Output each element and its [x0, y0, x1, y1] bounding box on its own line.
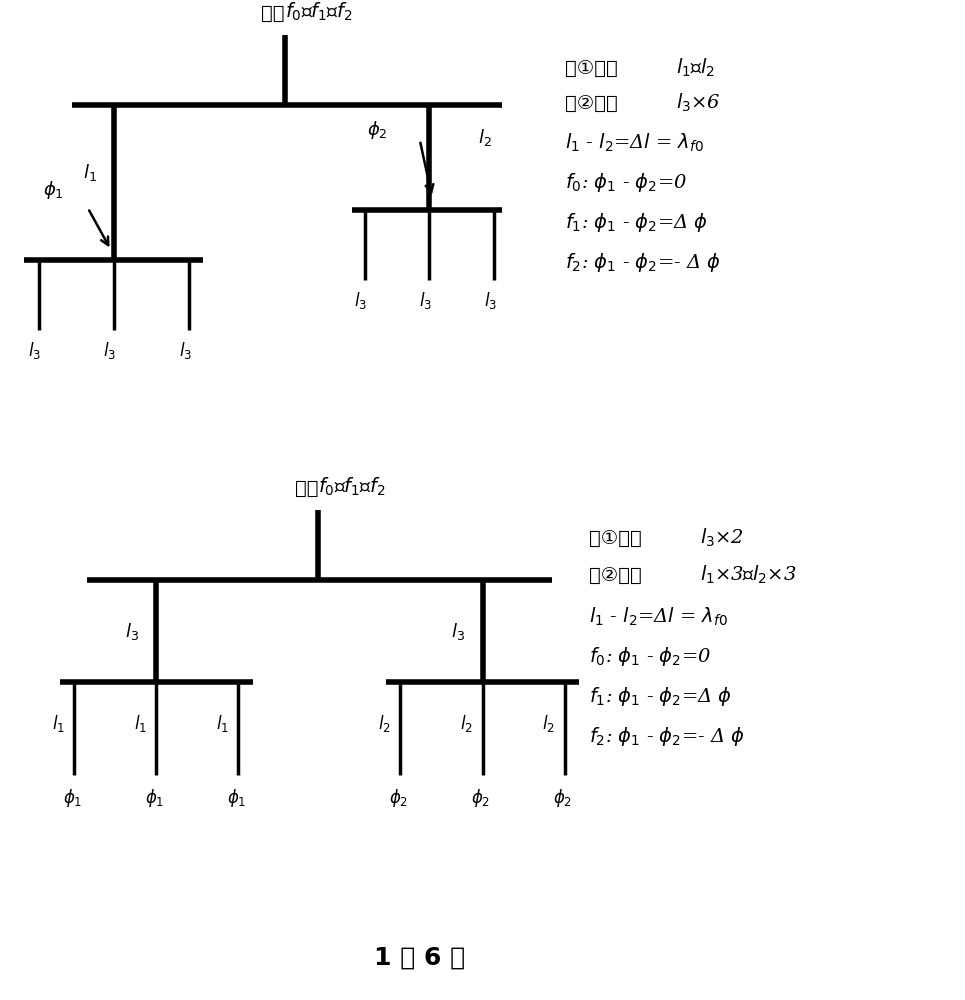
Text: $l_1$: $l_1$ [216, 713, 229, 734]
Text: $\phi_1$: $\phi_1$ [42, 179, 64, 201]
Text: $f_0$: $\phi_1$ - $\phi_2$=0: $f_0$: $\phi_1$ - $\phi_2$=0 [589, 646, 711, 668]
Text: $l_3$×6: $l_3$×6 [676, 92, 720, 114]
Text: 第②级：: 第②级： [565, 94, 618, 112]
Text: $f_1$: $\phi_1$ - $\phi_2$=Δ $\phi$: $f_1$: $\phi_1$ - $\phi_2$=Δ $\phi$ [589, 686, 731, 708]
Text: 输入: 输入 [295, 479, 318, 498]
Text: $l_1$ - $l_2$=Δ$l$ = $\lambda_{f0}$: $l_1$ - $l_2$=Δ$l$ = $\lambda_{f0}$ [589, 606, 728, 628]
Text: $l_3$: $l_3$ [452, 620, 465, 642]
Text: $l_3$: $l_3$ [125, 620, 139, 642]
Text: 第②级：: 第②级： [589, 566, 642, 584]
Text: $l_1$，$l_2$: $l_1$，$l_2$ [676, 57, 714, 79]
Text: $f_1$: $\phi_1$ - $\phi_2$=Δ $\phi$: $f_1$: $\phi_1$ - $\phi_2$=Δ $\phi$ [565, 212, 707, 234]
Text: $l_3$: $l_3$ [483, 290, 497, 311]
Text: $\phi_1$: $\phi_1$ [145, 787, 164, 809]
Text: $l_2$: $l_2$ [542, 713, 555, 734]
Text: $l_3$: $l_3$ [103, 340, 117, 361]
Text: $\phi_1$: $\phi_1$ [63, 787, 82, 809]
Text: $f_0$: $\phi_1$ - $\phi_2$=0: $f_0$: $\phi_1$ - $\phi_2$=0 [565, 172, 687, 194]
Text: 第①级：: 第①级： [589, 528, 642, 548]
Text: $f_2$: $\phi_1$ - $\phi_2$=- Δ $\phi$: $f_2$: $\phi_1$ - $\phi_2$=- Δ $\phi$ [565, 251, 720, 274]
Text: $l_1$: $l_1$ [52, 713, 65, 734]
Text: $\phi_2$: $\phi_2$ [553, 787, 572, 809]
Text: $l_2$: $l_2$ [460, 713, 473, 734]
Text: $f_2$: $\phi_1$ - $\phi_2$=- Δ $\phi$: $f_2$: $\phi_1$ - $\phi_2$=- Δ $\phi$ [589, 726, 744, 748]
Text: $l_2$: $l_2$ [478, 127, 491, 148]
Text: $l_3$×2: $l_3$×2 [700, 527, 744, 549]
Text: 输入: 输入 [262, 4, 285, 23]
Text: $l_1$: $l_1$ [83, 162, 96, 183]
Text: $l_3$: $l_3$ [419, 290, 432, 311]
Text: $\phi_2$: $\phi_2$ [389, 787, 408, 809]
Text: $f_0$，$f_1$，$f_2$: $f_0$，$f_1$，$f_2$ [318, 476, 386, 498]
Text: $l_1$: $l_1$ [134, 713, 147, 734]
Text: $l_3$: $l_3$ [28, 340, 41, 361]
Text: $l_1$×3，$l_2$×3: $l_1$×3，$l_2$×3 [700, 564, 796, 586]
Text: $\phi_2$: $\phi_2$ [471, 787, 490, 809]
Text: $l_2$: $l_2$ [378, 713, 391, 734]
Text: $l_3$: $l_3$ [179, 340, 192, 361]
Text: $\phi_2$: $\phi_2$ [368, 119, 388, 141]
Text: $\phi_1$: $\phi_1$ [227, 787, 246, 809]
Text: $f_0$，$f_1$，$f_2$: $f_0$，$f_1$，$f_2$ [285, 1, 352, 23]
Text: $l_3$: $l_3$ [354, 290, 368, 311]
Text: $l_1$ - $l_2$=Δ$l$ = $\lambda_{f0}$: $l_1$ - $l_2$=Δ$l$ = $\lambda_{f0}$ [565, 132, 703, 154]
Text: 第①级：: 第①级： [565, 58, 618, 78]
Text: 1 分 6 路: 1 分 6 路 [374, 946, 465, 970]
